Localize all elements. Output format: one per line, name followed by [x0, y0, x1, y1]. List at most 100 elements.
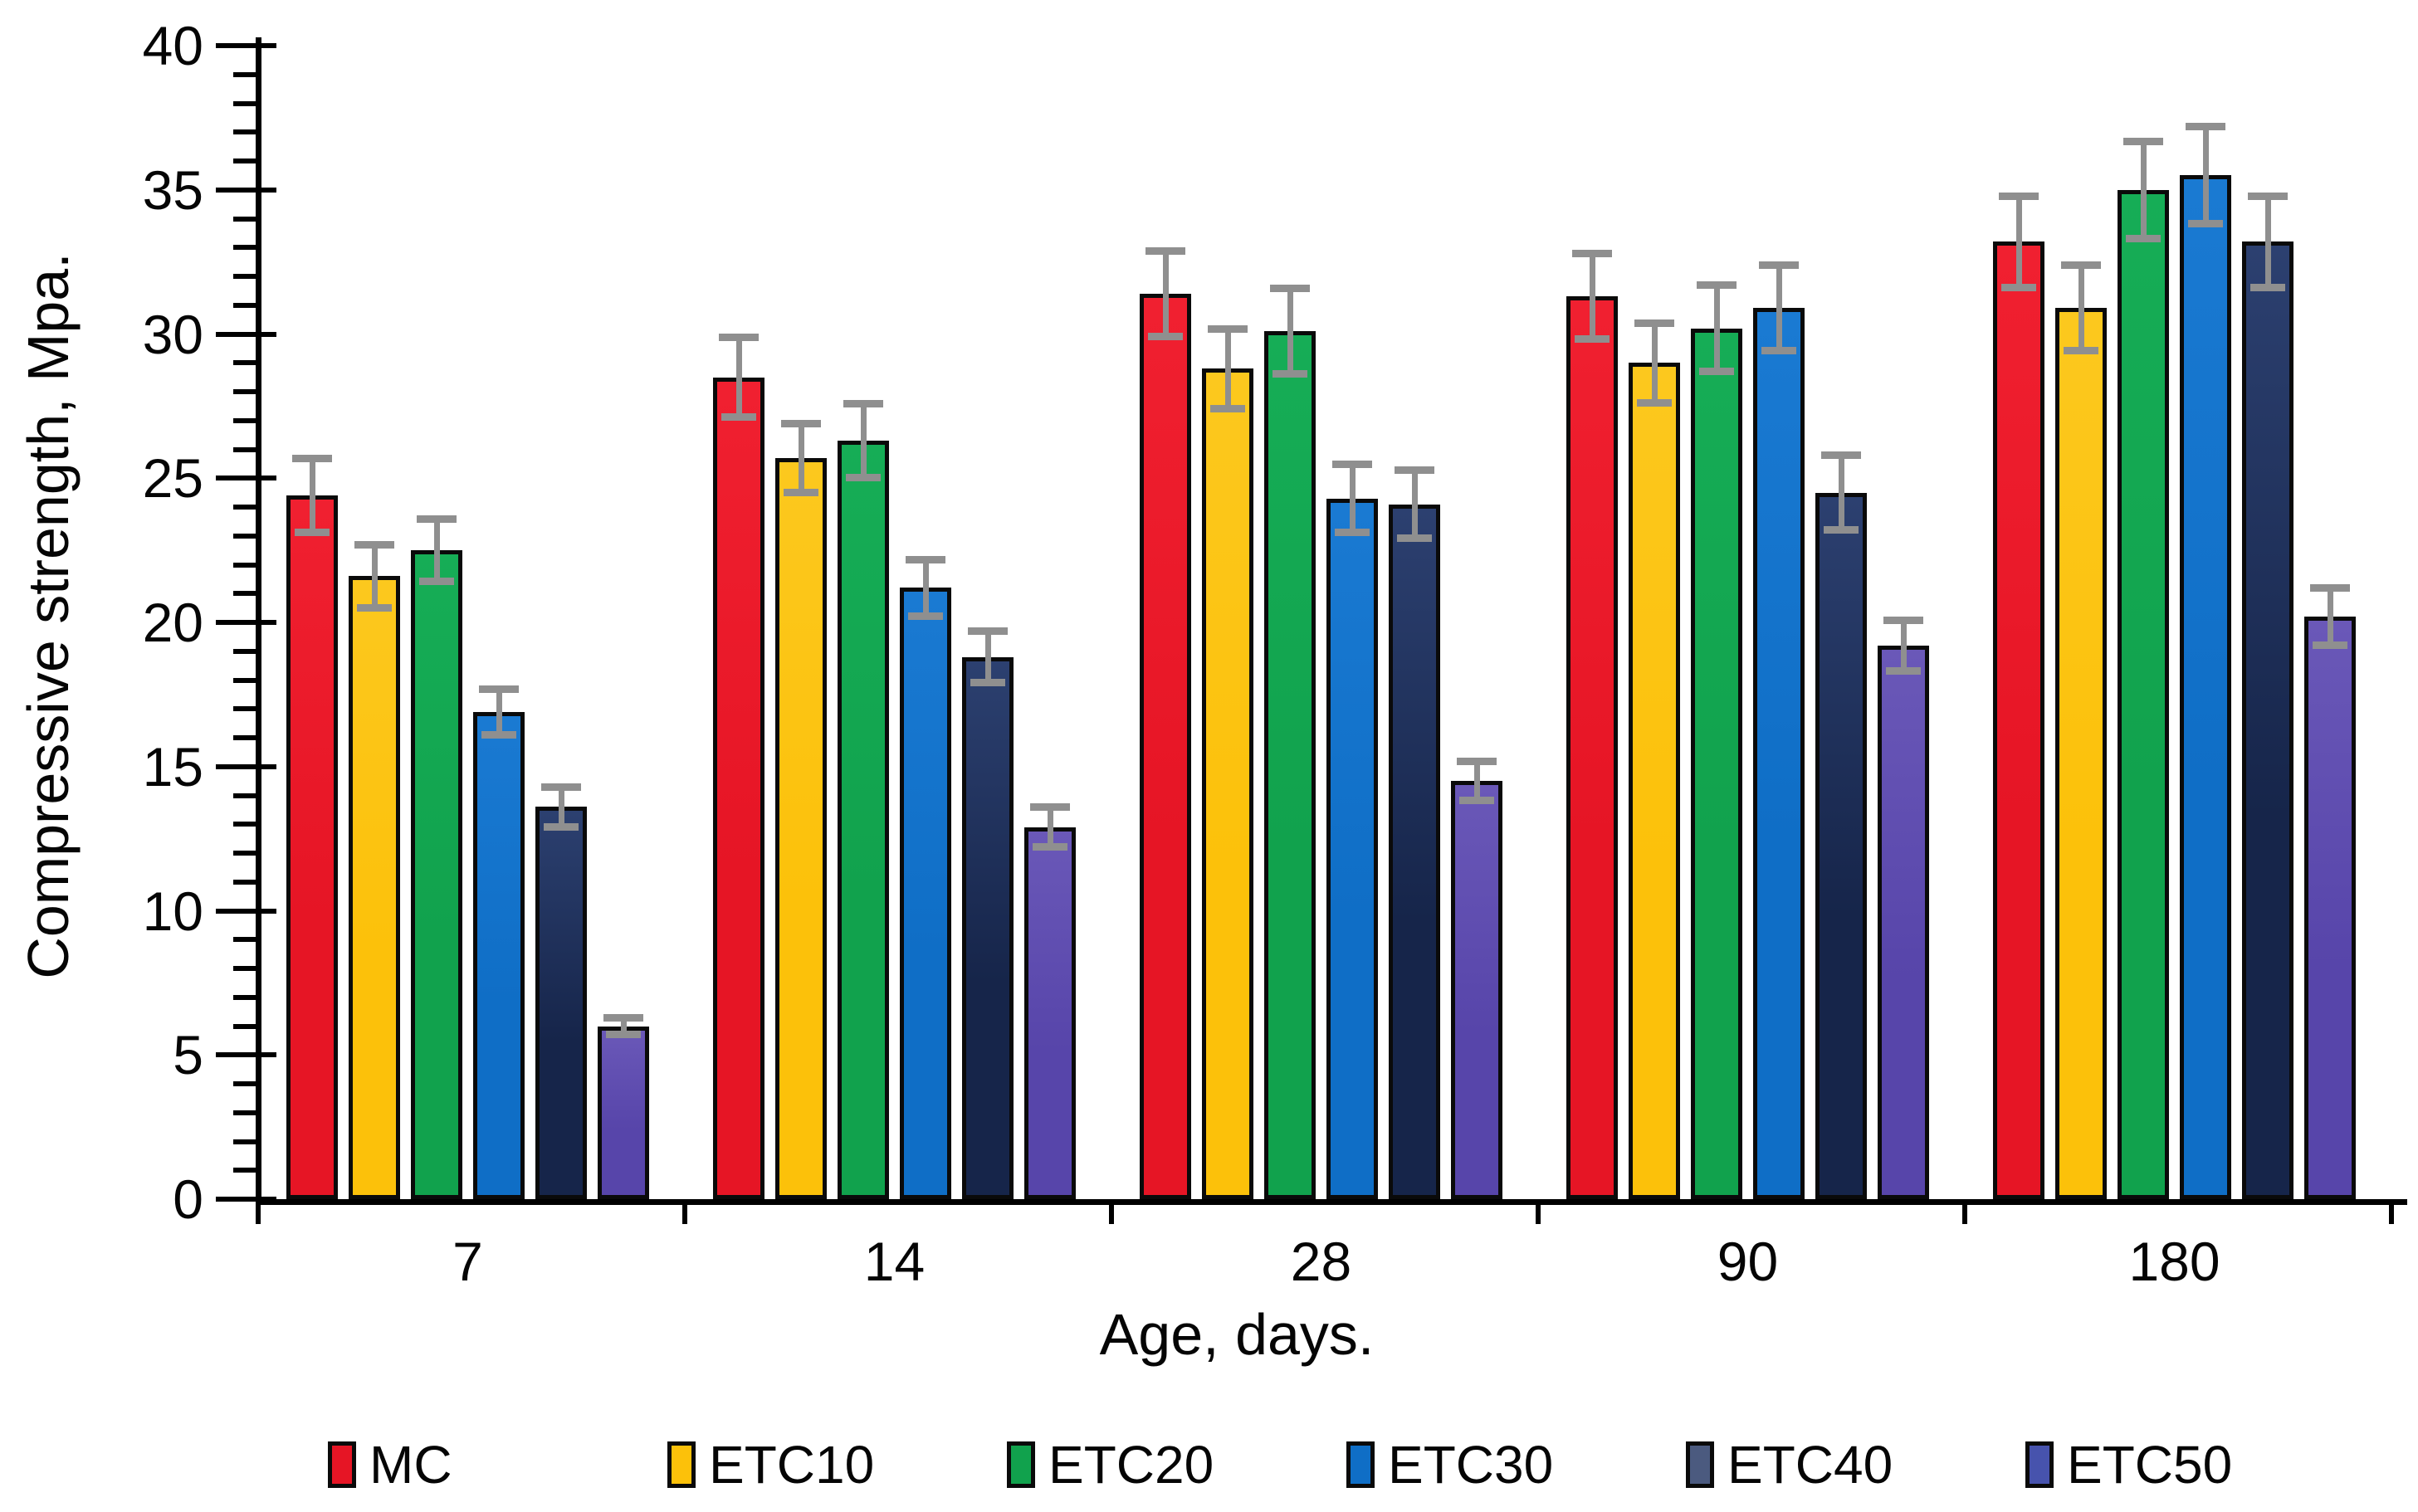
error-bar-cap-top	[1572, 250, 1612, 258]
error-bar-cap-top	[719, 333, 759, 341]
bar-ETC20-180d	[2118, 189, 2169, 1199]
error-bar-cap-bottom	[1397, 534, 1432, 543]
error-bar-cap-bottom	[1210, 404, 1245, 412]
error-bar-cap-top	[2310, 584, 2350, 593]
error-bar-cap-top	[1270, 284, 1310, 292]
y-tick-label: 30	[142, 303, 203, 365]
y-major-tick	[216, 1052, 276, 1058]
legend-label: ETC50	[2067, 1435, 2233, 1495]
error-bar-stem	[798, 423, 804, 493]
y-minor-tick	[233, 591, 261, 597]
y-minor-tick	[233, 216, 261, 222]
error-bar-cap-top	[1883, 616, 1923, 624]
error-bar-cap-top	[781, 420, 821, 428]
error-bar-cap-top	[603, 1014, 643, 1022]
error-bar-cap-top	[1145, 246, 1185, 255]
y-minor-tick	[233, 677, 261, 683]
y-minor-tick	[233, 822, 261, 827]
y-minor-tick	[233, 1168, 261, 1173]
error-bar-stem	[2078, 265, 2084, 352]
y-minor-tick	[233, 389, 261, 394]
error-bar-cap-bottom	[908, 612, 943, 621]
bar-ETC30-7d	[473, 711, 525, 1199]
error-bar-cap-top	[906, 555, 945, 563]
error-bar-cap-bottom	[784, 488, 818, 496]
error-bar-cap-top	[2186, 123, 2225, 131]
error-bar-stem	[2327, 588, 2333, 646]
error-bar-cap-top	[2123, 137, 2163, 145]
y-minor-tick	[233, 562, 261, 568]
bar-ETC10-14d	[775, 457, 827, 1199]
error-bar-cap-bottom	[1886, 667, 1921, 676]
error-bar-stem	[1713, 285, 1720, 372]
legend-swatch-ETC10	[667, 1441, 696, 1488]
error-bar-stem	[735, 336, 742, 418]
y-minor-tick	[233, 129, 261, 135]
error-bar-cap-bottom	[419, 578, 454, 586]
error-bar-cap-top	[417, 515, 457, 523]
bar-MC-7d	[286, 495, 338, 1199]
bar-MC-28d	[1140, 293, 1191, 1199]
y-tick-label: 20	[142, 592, 203, 653]
error-bar-cap-top	[1999, 192, 2039, 200]
y-major-tick	[216, 476, 276, 481]
bar-ETC40-7d	[535, 807, 587, 1199]
bar-ETC30-14d	[900, 588, 951, 1199]
error-bar-cap-bottom	[1273, 370, 1307, 378]
legend-item-ETC30: ETC30	[1346, 1438, 1553, 1491]
error-bar-stem	[1162, 250, 1169, 337]
error-bar-cap-bottom	[481, 730, 516, 739]
error-bar-stem	[558, 787, 564, 827]
error-bar-cap-top	[354, 541, 394, 549]
bar-ETC20-7d	[411, 550, 462, 1199]
x-boundary-tick	[1536, 1199, 1541, 1224]
y-minor-tick	[233, 274, 261, 279]
error-bar-stem	[2202, 126, 2209, 225]
bar-ETC20-28d	[1264, 331, 1316, 1199]
legend-item-ETC10: ETC10	[667, 1438, 874, 1491]
y-tick-label: 40	[142, 15, 203, 76]
error-bar-cap-top	[1208, 324, 1248, 333]
error-bar-stem	[1224, 328, 1231, 409]
error-bar-stem	[1287, 287, 1293, 375]
bar-ETC40-180d	[2242, 241, 2293, 1199]
x-boundary-tick	[682, 1199, 687, 1224]
legend-label: ETC30	[1388, 1435, 1554, 1495]
error-bar-cap-top	[1697, 281, 1737, 290]
y-minor-tick	[233, 994, 261, 1000]
bar-MC-14d	[713, 377, 764, 1199]
error-bar-cap-top	[1030, 803, 1070, 812]
error-bar-stem	[371, 544, 378, 608]
error-bar-stem	[2264, 195, 2271, 288]
y-minor-tick	[233, 159, 261, 163]
error-bar-cap-top	[292, 454, 332, 462]
error-bar-cap-top	[843, 399, 883, 407]
bar-ETC40-28d	[1389, 504, 1440, 1199]
error-bar-cap-bottom	[357, 603, 392, 612]
error-bar-stem	[984, 631, 991, 683]
y-major-tick	[216, 187, 276, 193]
error-bar-cap-top	[1821, 451, 1861, 460]
bar-ETC50-14d	[1024, 827, 1076, 1199]
y-tick-label: 0	[173, 1168, 203, 1230]
error-bar-stem	[2140, 140, 2147, 239]
error-bar-stem	[1776, 265, 1782, 352]
error-bar-cap-bottom	[544, 822, 579, 831]
bar-ETC50-90d	[1878, 645, 1929, 1199]
legend-item-MC: MC	[328, 1438, 452, 1491]
legend-label: ETC40	[1727, 1435, 1893, 1495]
bar-MC-180d	[1993, 241, 2044, 1199]
y-minor-tick	[233, 648, 261, 654]
error-bar-stem	[1047, 807, 1053, 848]
y-minor-tick	[233, 1023, 261, 1029]
legend-swatch-ETC40	[1686, 1441, 1714, 1488]
error-bar-cap-bottom	[2064, 347, 2098, 355]
x-boundary-tick	[2389, 1199, 2394, 1224]
y-major-tick	[216, 1197, 276, 1202]
bar-ETC40-14d	[962, 656, 1014, 1199]
y-minor-tick	[233, 417, 261, 423]
legend-item-ETC20: ETC20	[1007, 1438, 1214, 1491]
legend-label: ETC10	[709, 1435, 875, 1495]
error-bar-cap-bottom	[1148, 332, 1183, 340]
legend-swatch-ETC50	[2025, 1441, 2054, 1488]
